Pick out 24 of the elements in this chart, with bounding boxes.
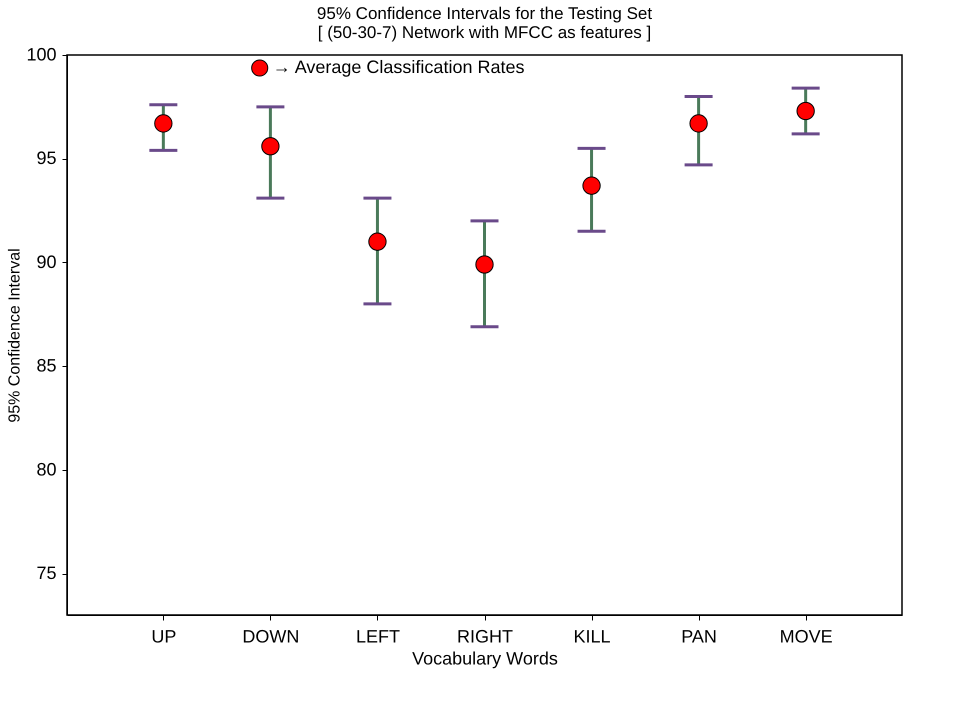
y-tick-label: 85	[36, 356, 56, 376]
legend-label: → Average Classification Rates	[272, 57, 524, 77]
x-tick-label: PAN	[681, 626, 717, 646]
point	[689, 114, 708, 133]
point	[154, 114, 173, 133]
point	[475, 255, 494, 274]
x-tick-label: LEFT	[356, 626, 400, 646]
point	[796, 102, 815, 120]
y-tick-label: 80	[36, 459, 56, 480]
y-axis-title: 95% Confidence Interval	[6, 248, 24, 423]
point	[582, 176, 601, 195]
x-tick-label: UP	[151, 626, 176, 646]
x-tick-label: MOVE	[780, 626, 833, 646]
y-tick-label: 95	[36, 148, 56, 168]
y-tick-label: 100	[26, 44, 56, 64]
y-tick-label: 90	[36, 252, 56, 272]
point	[261, 137, 280, 156]
y-tick-label: 75	[36, 563, 56, 584]
chart-title: 95% Confidence Intervals for the Testing Set [ (50-30-7) Network with MFCC as features ]	[316, 4, 652, 42]
x-tick-label: RIGHT	[457, 626, 513, 646]
x-tick-label: DOWN	[242, 626, 300, 646]
x-axis-title: Vocabulary Words	[412, 648, 558, 668]
point	[368, 232, 387, 251]
x-tick-label: KILL	[574, 626, 611, 646]
